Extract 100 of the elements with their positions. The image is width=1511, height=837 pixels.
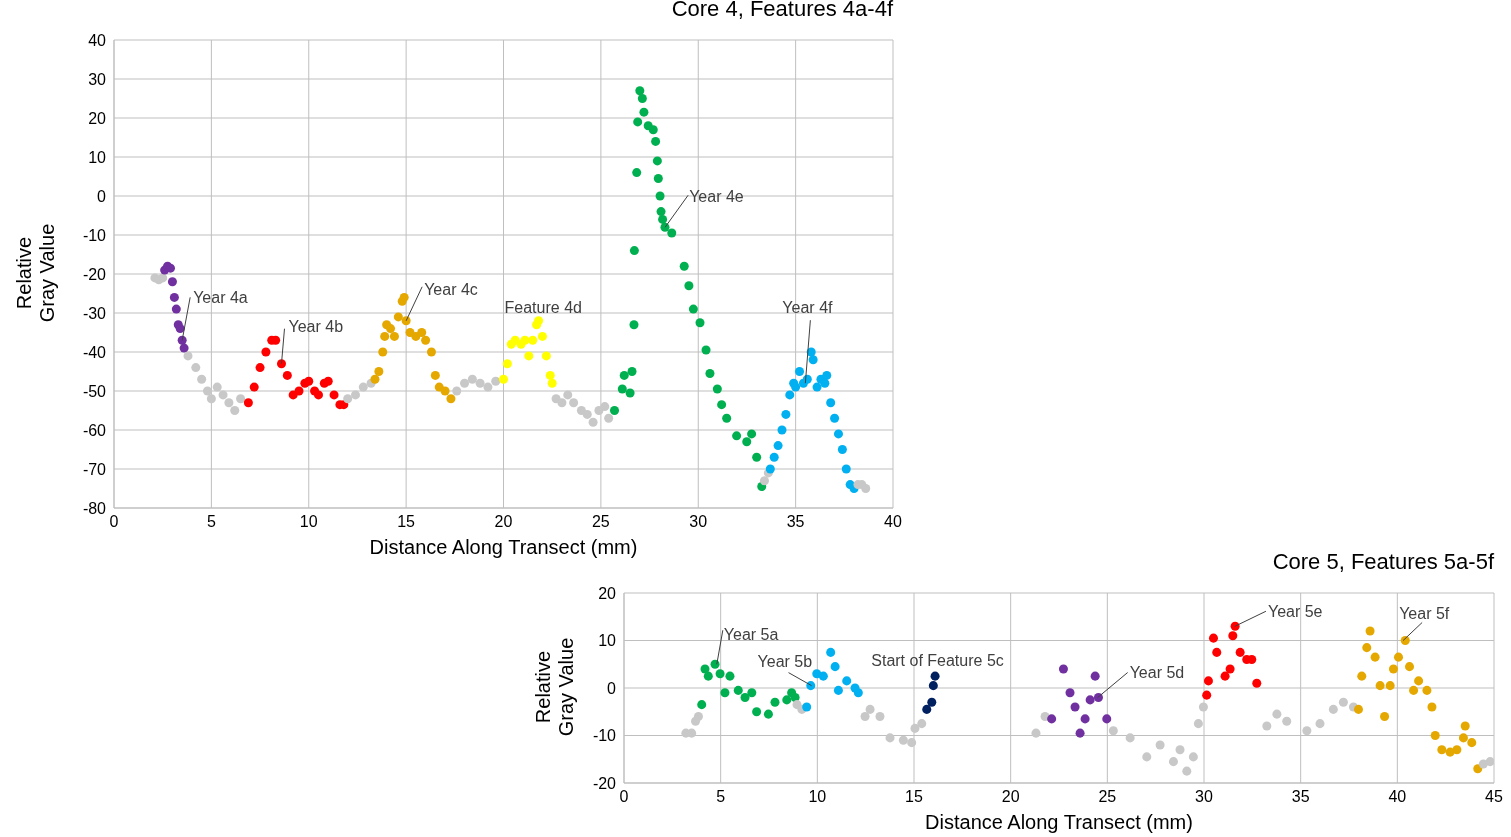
y-tick-label: 20 xyxy=(88,109,107,127)
annotation: Year 5d xyxy=(1129,663,1185,681)
point xyxy=(1458,733,1468,743)
point xyxy=(158,273,168,283)
point xyxy=(907,738,917,748)
x-tick-label: 5 xyxy=(206,513,216,531)
point xyxy=(684,281,694,291)
point xyxy=(374,366,384,377)
point xyxy=(1188,752,1198,762)
point xyxy=(1252,678,1262,688)
y-tick-label: -10 xyxy=(592,727,617,745)
point xyxy=(1102,714,1112,724)
point xyxy=(609,405,620,416)
y-tick-label: -20 xyxy=(592,774,617,792)
point xyxy=(763,709,773,719)
point xyxy=(313,390,323,400)
annotation: Year 4e xyxy=(689,188,744,206)
point xyxy=(740,692,750,703)
y-tick-label: 30 xyxy=(88,70,107,88)
point xyxy=(625,388,635,398)
point xyxy=(1182,766,1192,776)
point xyxy=(791,382,801,392)
x-axis-title: Distance Along Transect (mm) xyxy=(368,536,639,559)
point xyxy=(1155,740,1165,750)
point xyxy=(885,733,895,743)
point xyxy=(1437,745,1447,755)
point xyxy=(700,664,710,674)
point xyxy=(679,261,689,271)
point xyxy=(703,671,713,681)
point xyxy=(656,207,666,217)
chart-title: Core 5, Features 5a-5f xyxy=(1272,549,1494,575)
x-tick-label: 10 xyxy=(299,513,318,531)
y-tick-label: 0 xyxy=(97,187,107,205)
point xyxy=(841,464,851,474)
point xyxy=(860,711,870,722)
point xyxy=(498,374,509,384)
point xyxy=(378,347,388,357)
point xyxy=(842,676,852,686)
point xyxy=(1380,711,1390,722)
point xyxy=(1168,757,1178,767)
point xyxy=(733,685,743,695)
annotation: Feature 4d xyxy=(504,298,582,316)
point xyxy=(1430,730,1440,741)
point xyxy=(833,685,843,695)
point xyxy=(637,93,647,104)
point xyxy=(1328,704,1338,714)
point xyxy=(261,347,271,357)
point xyxy=(653,173,663,183)
y-tick-label: -30 xyxy=(82,304,107,322)
point xyxy=(520,335,530,345)
point xyxy=(725,671,735,681)
x-tick-label: 45 xyxy=(1485,788,1503,806)
point xyxy=(765,464,775,474)
point xyxy=(759,476,769,486)
point xyxy=(820,378,830,388)
point xyxy=(197,374,207,384)
point xyxy=(212,382,222,392)
point xyxy=(557,398,567,408)
point xyxy=(1393,652,1404,662)
point xyxy=(1225,664,1235,674)
y-tick-label: 40 xyxy=(88,31,107,49)
chart-title: Core 4, Features 4a-4f xyxy=(671,0,893,22)
point xyxy=(833,429,843,439)
y-tick-label: 20 xyxy=(598,584,617,602)
y-tick-label: 10 xyxy=(88,148,107,166)
point xyxy=(1228,631,1238,641)
point xyxy=(399,292,409,302)
point xyxy=(167,277,177,287)
point xyxy=(697,700,707,710)
point xyxy=(1385,681,1395,691)
point xyxy=(1467,738,1477,748)
point xyxy=(569,398,579,408)
point xyxy=(452,386,462,396)
point xyxy=(1409,685,1419,695)
point xyxy=(927,697,937,707)
y-axis-title: Relative Gray Value xyxy=(13,222,59,325)
y-tick-label: -60 xyxy=(82,421,107,439)
y-tick-label: -70 xyxy=(82,460,107,478)
point xyxy=(294,386,304,396)
point xyxy=(1235,647,1245,657)
point xyxy=(467,374,477,384)
point xyxy=(1460,721,1470,731)
point xyxy=(818,671,828,681)
point xyxy=(777,425,787,435)
point xyxy=(747,688,757,698)
point xyxy=(1422,685,1432,695)
point xyxy=(769,452,779,462)
annotation: Start of Feature 5c xyxy=(871,652,1004,670)
point xyxy=(830,662,840,672)
point xyxy=(695,318,705,328)
point xyxy=(782,695,792,705)
point xyxy=(576,405,586,416)
point xyxy=(826,647,836,657)
x-tick-label: 25 xyxy=(1098,788,1117,806)
point xyxy=(693,711,703,722)
point xyxy=(917,719,927,729)
point xyxy=(752,707,762,717)
y-tick-label: -40 xyxy=(82,343,107,361)
annotation: Year 4a xyxy=(193,289,248,307)
point xyxy=(773,441,783,451)
